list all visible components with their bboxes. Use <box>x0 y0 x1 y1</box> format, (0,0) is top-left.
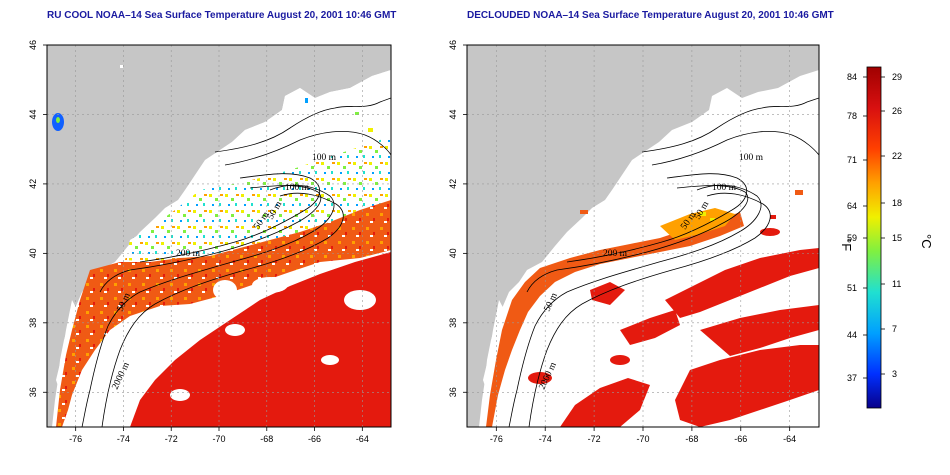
right-axis-ticks: -76 -74 -72 -70 -68 -66 -64 46 44 42 40 38 36 <box>448 40 796 444</box>
right-mid-sst <box>486 212 744 427</box>
left-map: 100 m 100 m 50 m 50 m 200 m 2000 m 50 m … <box>28 40 392 444</box>
right-lon-tick-label: -74 <box>539 434 552 444</box>
contour-label-200m: 200 m <box>603 249 628 259</box>
right-lat-tick-label: 36 <box>448 387 458 397</box>
left-axis-ticks: -76 -74 -72 -70 -68 -66 -64 46 44 42 40 38 36 <box>28 40 369 444</box>
right-map: 100 m 100 m 50 m 50 m 200 m 2000 m 50 m … <box>448 40 820 444</box>
colorbar-fahrenheit-tick-label: 51 <box>847 283 857 293</box>
left-coastal-sst <box>125 138 391 262</box>
right-lat-tick-label: 40 <box>448 248 458 258</box>
contour-label-100m-b: 100 m <box>712 183 737 193</box>
left-speckle-north <box>52 65 373 132</box>
right-bay <box>483 300 507 392</box>
right-coastal-sst <box>660 208 735 240</box>
colorbar-celsius-tick-label: 26 <box>892 106 902 116</box>
right-lon-tick-label: -72 <box>588 434 601 444</box>
right-lon-tick-label: -64 <box>783 434 796 444</box>
colorbar-fahrenheit-tick-label: 59 <box>847 233 857 243</box>
left-mid-sst <box>56 200 391 427</box>
left-grid <box>47 44 391 427</box>
right-land <box>467 45 819 427</box>
colorbar-celsius-tick-label: 11 <box>892 279 901 289</box>
left-lon-tick-label: -64 <box>356 434 369 444</box>
left-lat-tick-label: 38 <box>28 318 38 328</box>
left-lon-tick-label: -68 <box>260 434 273 444</box>
contour-label-100m-a: 100 m <box>739 153 764 163</box>
left-lat-tick-label: 40 <box>28 248 38 258</box>
colorbar-fahrenheit-tick-label: 64 <box>847 201 857 211</box>
right-lon-tick-label: -70 <box>636 434 649 444</box>
colorbar-fahrenheit-tick-label: 84 <box>847 72 857 82</box>
colorbar-celsius-tick-label: 29 <box>892 72 902 82</box>
colorbar: 84 78 71 64 59 51 44 37 29 26 22 18 15 11 7 3 °F °C <box>839 66 934 409</box>
left-gulf-waters <box>210 70 391 178</box>
right-lon-tick-label: -68 <box>685 434 698 444</box>
colorbar-celsius-tick-label: 22 <box>892 151 902 161</box>
colorbar-fahrenheit-tick-label: 78 <box>847 111 857 121</box>
right-lat-tick-label: 46 <box>448 40 458 50</box>
left-lon-tick-label: -72 <box>165 434 178 444</box>
colorbar-fahrenheit-tick-label: 37 <box>847 373 857 383</box>
right-lon-tick-label: -76 <box>490 434 503 444</box>
colorbar-fahrenheit-tick-label: 71 <box>847 155 857 165</box>
contour-label-100m-b: 100 m <box>285 183 310 193</box>
right-lon-tick-label: -66 <box>734 434 747 444</box>
colorbar-celsius-tick-label: 7 <box>892 324 897 334</box>
left-lon-tick-label: -66 <box>308 434 321 444</box>
right-lat-tick-label: 42 <box>448 179 458 189</box>
left-lon-tick-label: -70 <box>212 434 225 444</box>
right-lat-tick-label: 38 <box>448 318 458 328</box>
colorbar-celsius-tick-label: 3 <box>892 369 897 379</box>
left-gulf-stream-sst <box>130 252 391 427</box>
right-bathymetry-contours <box>508 97 819 427</box>
left-lat-tick-label: 36 <box>28 387 38 397</box>
left-lon-tick-label: -76 <box>69 434 82 444</box>
colorbar-ticks: 84 78 71 64 59 51 44 37 29 26 22 18 15 11 7 3 <box>847 72 902 383</box>
right-gulf-stream-sst <box>528 228 819 427</box>
left-lat-tick-label: 44 <box>28 109 38 119</box>
left-lat-tick-label: 42 <box>28 179 38 189</box>
colorbar-celsius-tick-label: 15 <box>892 233 902 243</box>
fahrenheit-unit-label: °F <box>839 238 854 251</box>
left-panel-title: RU COOL NOAA–14 Sea Surface Temperature … <box>47 10 397 21</box>
contour-label-200m: 200 m <box>176 249 201 259</box>
colorbar-fahrenheit-tick-label: 44 <box>847 330 857 340</box>
right-panel-title: DECLOUDED NOAA–14 Sea Surface Temperatur… <box>467 10 834 21</box>
colorbar-scale <box>866 66 882 409</box>
colorbar-celsius-tick-label: 18 <box>892 198 902 208</box>
left-bathymetry-contours <box>81 97 391 427</box>
left-lon-tick-label: -74 <box>117 434 130 444</box>
right-warm-specks <box>580 190 803 221</box>
left-land <box>47 45 391 427</box>
contour-label-100m-a: 100 m <box>312 153 337 163</box>
right-lat-tick-label: 44 <box>448 109 458 119</box>
left-lat-tick-label: 46 <box>28 40 38 50</box>
celsius-unit-label: °C <box>919 234 934 249</box>
